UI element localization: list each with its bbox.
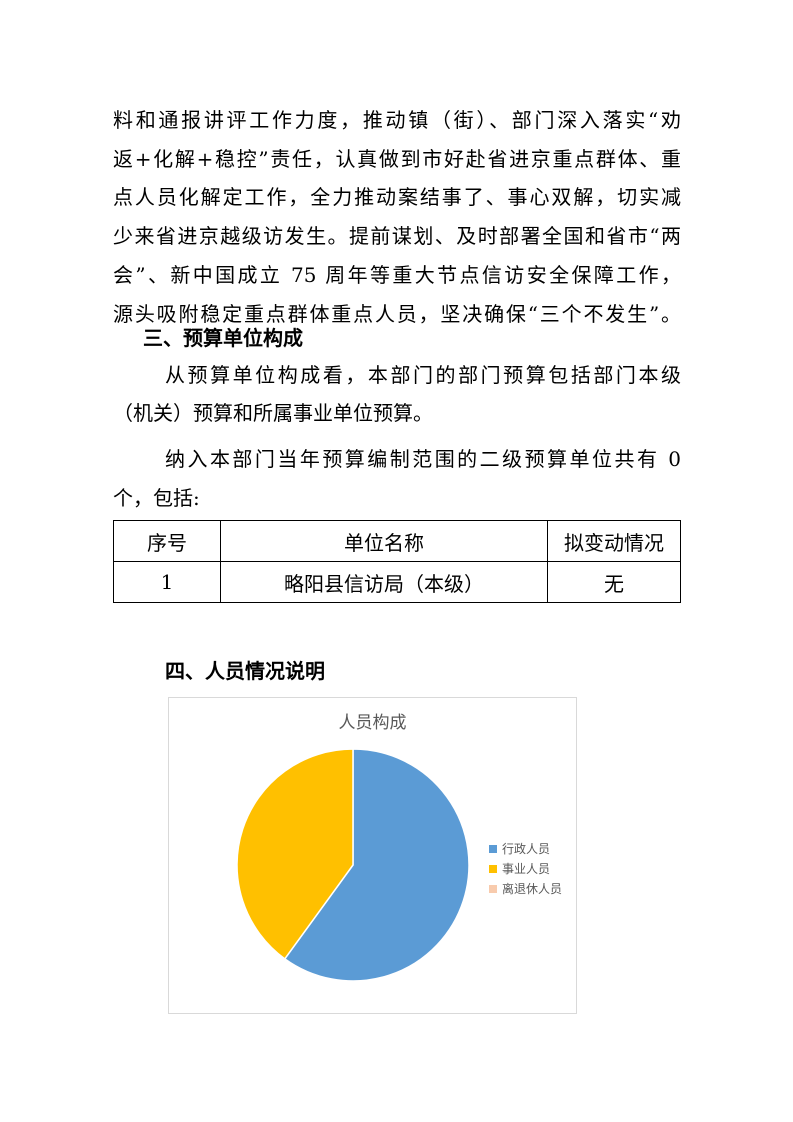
- table-header-row: 序号 单位名称 拟变动情况: [113, 520, 681, 562]
- legend-item: 事业人员: [489, 860, 550, 877]
- chart-title: 人员构成: [338, 713, 407, 733]
- section-heading-4: 四、人员情况说明: [165, 659, 325, 683]
- paragraph-line: 从预算单位构成看，本部门的部门预算包括部门本级: [165, 363, 681, 387]
- legend-label: 离退休人员: [502, 882, 563, 896]
- paragraph-line: 少来省进京越级访发生。提前谋划、及时部署全国和省市“两: [113, 224, 681, 249]
- pie-chart: 人员构成 行政人员事业人员离退休人员: [168, 697, 577, 1014]
- legend-label: 事业人员: [502, 862, 551, 876]
- paragraph-line: 返+化解+稳控”责任，认真做到市好赴省进京重点群体、重: [113, 146, 681, 171]
- legend-item: 离退休人员: [489, 880, 562, 897]
- paragraph-line: 纳入本部门当年预算编制范围的二级预算单位共有 0: [165, 447, 681, 471]
- header-cell: 序号: [113, 520, 221, 562]
- header-cell: 拟变动情况: [547, 520, 681, 562]
- paragraph-line: 点人员化解定工作，全力推动案结事了、事心双解，切实减: [113, 185, 681, 210]
- legend-swatch: [489, 885, 497, 893]
- pie-svg: [236, 748, 470, 982]
- cell: 略阳县信访局（本级）: [220, 561, 548, 603]
- paragraph-line: 料和通报讲评工作力度，推动镇（街）、部门深入落实“劝: [113, 108, 681, 132]
- pie-slice-1: [236, 748, 354, 960]
- paragraph-line: 个，包括:: [113, 486, 200, 510]
- cell: 无: [547, 561, 681, 603]
- table-row: 1 略阳县信访局（本级） 无: [113, 561, 681, 603]
- section-heading-3: 三、预算单位构成: [143, 326, 303, 350]
- paragraph-line: 源头吸附稳定重点群体重点人员，坚决确保“三个不发生”。: [113, 301, 681, 326]
- header-cell: 单位名称: [220, 520, 548, 562]
- paragraph-line: 会”、新中国成立 75 周年等重大节点信访安全保障工作，: [113, 262, 681, 287]
- legend-item: 行政人员: [489, 840, 550, 857]
- legend-label: 行政人员: [502, 842, 551, 856]
- legend-swatch: [489, 845, 497, 853]
- pie-slice-0: [283, 748, 470, 982]
- legend-swatch: [489, 865, 497, 873]
- budget-units-table: 序号 单位名称 拟变动情况 1 略阳县信访局（本级） 无: [113, 520, 681, 603]
- cell: 1: [113, 561, 221, 603]
- paragraph-line: （机关）预算和所属事业单位预算。: [113, 401, 433, 425]
